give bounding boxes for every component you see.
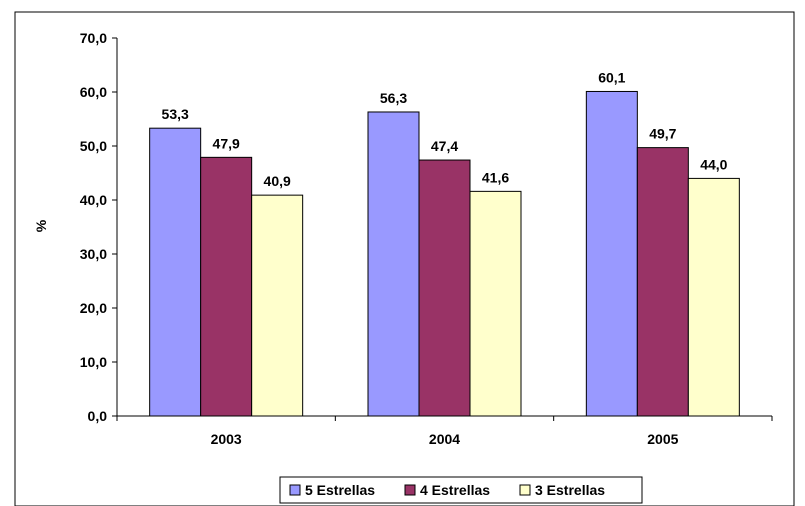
- bar-4-estrellas-2005: [636, 147, 689, 417]
- y-tick-label: 30,0: [80, 246, 107, 262]
- plot-area: 0,0 10,0 20,0 30,0 40,0 50,0 60,0 70,0 53,3 47,9 4…: [80, 30, 773, 447]
- legend-swatch: [519, 484, 531, 496]
- data-label: 53,3: [162, 106, 189, 122]
- legend-label: 5 Estrellas: [305, 482, 375, 498]
- data-label: 49,7: [649, 126, 676, 142]
- x-tick-label: 2003: [211, 431, 242, 447]
- y-tick-label: 0,0: [88, 408, 108, 424]
- x-tick-label: 2005: [647, 431, 678, 447]
- x-tick-label: 2004: [429, 431, 460, 447]
- data-label: 60,1: [598, 69, 625, 85]
- y-tick-label: 10,0: [80, 354, 107, 370]
- y-axis-label-group: %: [33, 219, 49, 232]
- legend-swatch: [289, 484, 301, 496]
- data-label: 56,3: [380, 90, 407, 106]
- data-label: 47,4: [431, 138, 458, 154]
- data-label: 40,9: [264, 173, 291, 189]
- y-tick-label: 20,0: [80, 300, 107, 316]
- y-axis-label: %: [33, 219, 49, 232]
- y-tick-label: 70,0: [80, 30, 107, 46]
- data-label: 44,0: [700, 156, 727, 172]
- legend-swatch: [404, 484, 416, 496]
- bar-3-estrellas-2004: [469, 190, 522, 417]
- bar-5-estrellas-2005: [585, 90, 638, 417]
- legend-label: 3 Estrellas: [535, 482, 605, 498]
- data-label: 41,6: [482, 169, 509, 185]
- bar-4-estrellas-2003: [200, 156, 253, 417]
- y-tick-label: 50,0: [80, 138, 107, 154]
- bar-4-estrellas-2004: [418, 159, 471, 417]
- y-tick-label: 60,0: [80, 84, 107, 100]
- bar-3-estrellas-2003: [251, 194, 304, 417]
- legend: 5 Estrellas 4 Estrellas 3 Estrellas: [279, 476, 643, 504]
- bar-3-estrellas-2005: [687, 177, 740, 417]
- data-label: 47,9: [213, 135, 240, 151]
- legend-box: [279, 476, 643, 504]
- bar-5-estrellas-2003: [149, 127, 202, 417]
- legend-label: 4 Estrellas: [420, 482, 490, 498]
- bar-5-estrellas-2004: [367, 111, 420, 417]
- y-tick-label: 40,0: [80, 192, 107, 208]
